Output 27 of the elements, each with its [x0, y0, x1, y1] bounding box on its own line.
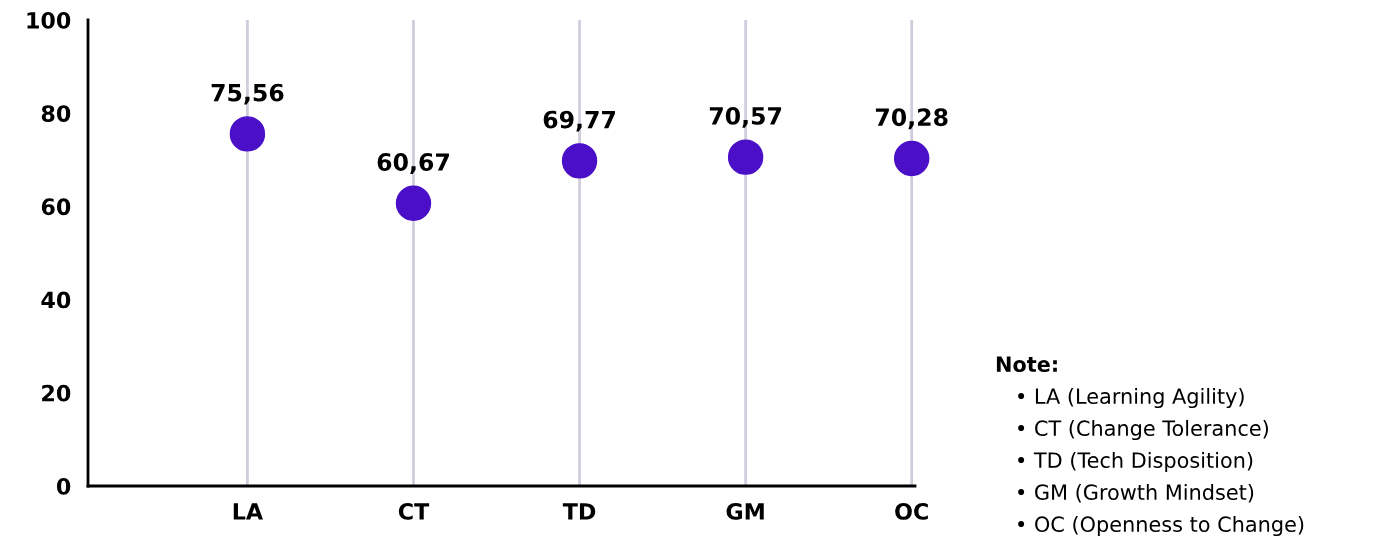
y-tick-label: 40 [41, 291, 71, 309]
text: • CT (Change Tolerance) [1018, 419, 1268, 441]
x-tick-label: OC [895, 503, 928, 520]
text: • TD (Tech Disposition) [1018, 451, 1253, 473]
text: • LA (Learning Agility) [1018, 387, 1244, 409]
x-tick-label: TD [562, 503, 596, 520]
data-label: 70,28 [875, 108, 948, 130]
y-tick-label: 20 [42, 384, 71, 402]
point [395, 185, 432, 221]
data-label: 69,77 [543, 110, 616, 132]
x-tick-label: LA [233, 503, 263, 520]
data-label: 75,56 [211, 83, 284, 105]
y-tick-label: 60 [41, 198, 71, 216]
y-tick-label: 0 [56, 477, 71, 495]
y-tick-label: 80 [41, 105, 71, 122]
text: • GM (Growth Mindset) [1018, 483, 1254, 503]
text: Note: [996, 356, 1057, 373]
point [727, 139, 764, 175]
point [229, 116, 266, 152]
text: • OC (Openness to Change) [1018, 515, 1304, 537]
point [561, 143, 598, 179]
x-tick-label: GM [726, 503, 764, 520]
data-label: 60,67 [377, 153, 449, 174]
data-label: 70,57 [709, 106, 782, 128]
point [893, 140, 930, 177]
x-tick-label: CT [398, 503, 430, 520]
y-tick-label: 100 [27, 11, 71, 29]
